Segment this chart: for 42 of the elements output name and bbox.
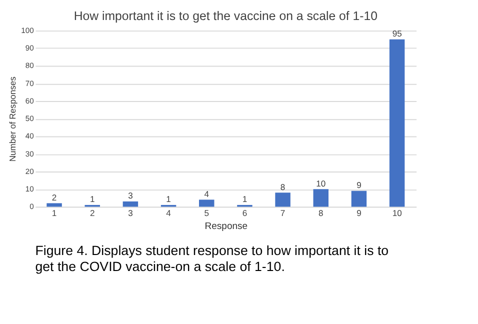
bar xyxy=(199,200,214,207)
data-label: 95 xyxy=(392,28,402,39)
bar xyxy=(46,203,62,207)
x-tick-label: 8 xyxy=(318,208,324,218)
bar xyxy=(122,201,138,207)
x-tick-label: 2 xyxy=(90,208,95,218)
bar xyxy=(275,192,290,207)
y-tick-label: 40 xyxy=(25,132,34,141)
y-tick-label: 20 xyxy=(25,166,34,176)
x-axis-title: Response xyxy=(204,221,248,232)
x-tick-label: 9 xyxy=(356,208,362,218)
y-tick-label: 60 xyxy=(25,96,34,106)
x-tick-label: 6 xyxy=(242,208,248,218)
y-axis-title: Number of Responses xyxy=(7,76,18,162)
x-tick-label: 5 xyxy=(204,208,210,218)
x-tick-label: 1 xyxy=(52,208,57,218)
y-tick-label: 0 xyxy=(30,202,34,212)
data-label: 10 xyxy=(316,178,326,188)
data-label: 9 xyxy=(356,180,362,190)
y-tick-label: 90 xyxy=(25,44,34,53)
data-label: 4 xyxy=(204,188,210,199)
x-tick-label: 3 xyxy=(128,208,134,218)
bar xyxy=(351,190,367,207)
y-tick-label: 50 xyxy=(25,114,34,124)
caption: Figure 4. Displays student response to how important it is to get the COVID vaccine-on a scale of 1-10. xyxy=(35,242,389,274)
y-tick-label: 70 xyxy=(25,78,34,88)
data-label: 8 xyxy=(280,182,286,192)
data-label: 3 xyxy=(128,190,134,201)
x-tick-label: 10 xyxy=(392,208,402,218)
data-label: 1 xyxy=(90,194,95,204)
bar xyxy=(313,189,329,207)
y-tick-label: 10 xyxy=(25,184,34,194)
data-label: 1 xyxy=(166,194,172,204)
bar xyxy=(389,39,405,207)
chart-title: How important it is to get the vaccine on a scale of 1-10 xyxy=(74,9,378,24)
data-label: 1 xyxy=(242,194,248,204)
y-tick-label: 30 xyxy=(25,149,34,158)
y-tick-label: 100 xyxy=(21,26,34,35)
x-tick-label: 7 xyxy=(280,208,286,218)
data-label: 2 xyxy=(52,192,57,202)
x-tick-label: 4 xyxy=(166,208,172,218)
y-tick-label: 80 xyxy=(25,61,34,70)
